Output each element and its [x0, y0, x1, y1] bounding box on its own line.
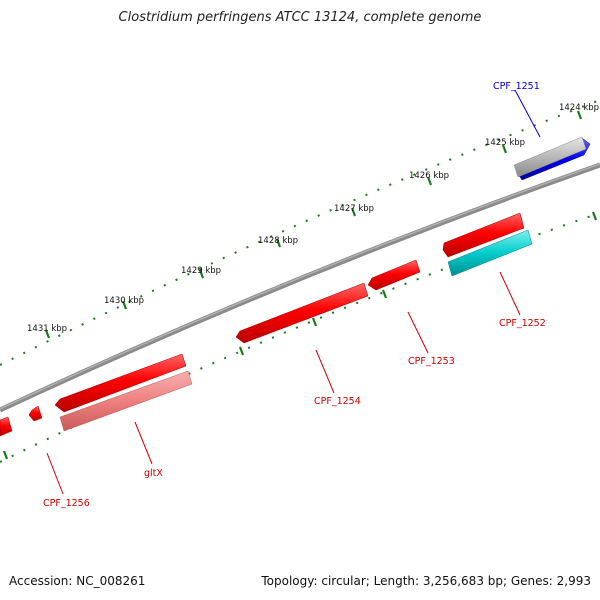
- scale-label: 1427 kbp: [334, 204, 374, 214]
- gene-cpf1253[interactable]: [367, 259, 421, 291]
- gene-cpf1252-cyan[interactable]: [447, 229, 533, 277]
- scale-label: 1426 kbp: [409, 171, 449, 181]
- gene-label-cpf1254: CPF_1254: [314, 396, 361, 407]
- gene-label-cpf1252: CPF_1252: [499, 318, 546, 329]
- genome-backbone-highlight: [0, 163, 600, 410]
- scale-label: 1424 kbp: [559, 103, 599, 113]
- gene-cpf1252-forward[interactable]: [442, 212, 525, 258]
- major-tick: [238, 346, 245, 356]
- scale-label: 1428 kbp: [258, 236, 298, 246]
- gene-gltx-pink[interactable]: [59, 370, 193, 432]
- leader-line: [46, 452, 64, 495]
- accession-text: Accession: NC_008261: [9, 574, 146, 588]
- genome-backbone: [0, 162, 600, 413]
- topology-text: Topology: circular; Length: 3,256,683 bp…: [261, 574, 591, 588]
- major-tick: [576, 110, 583, 120]
- major-tick: [501, 144, 508, 154]
- gene-label-cpf1256: CPF_1256: [43, 498, 90, 509]
- outer-major-ticks: [44, 110, 583, 339]
- major-tick: [121, 300, 128, 310]
- leader-line: [499, 271, 521, 316]
- gene-cpf1254[interactable]: [235, 282, 369, 344]
- major-tick: [275, 238, 282, 248]
- map-title: Clostridium perfringens ATCC 13124, comp…: [118, 10, 482, 25]
- scale-label: 1425 kbp: [485, 138, 525, 148]
- major-tick: [381, 289, 388, 299]
- major-tick: [44, 329, 51, 339]
- gene-cpf1251-gray[interactable]: [513, 136, 587, 178]
- scale-label: 1430 kbp: [104, 296, 144, 306]
- major-tick: [350, 207, 357, 217]
- gene-label-gltx: gltX: [144, 468, 163, 479]
- major-tick: [311, 317, 318, 327]
- gene-cpf1256-fragment[interactable]: [28, 405, 43, 422]
- major-tick: [591, 211, 598, 221]
- scale-label: 1429 kbp: [181, 266, 221, 276]
- leader-line: [134, 421, 153, 465]
- gene-label-cpf1251: CPF_1251: [493, 81, 540, 92]
- major-tick: [2, 450, 9, 460]
- major-tick: [198, 269, 205, 279]
- leader-line: [514, 89, 541, 138]
- gene-gltx-forward[interactable]: [54, 353, 187, 413]
- scale-label: 1431 kbp: [27, 324, 67, 334]
- label-leaders: [46, 89, 541, 495]
- major-tick: [426, 176, 433, 186]
- leader-line: [315, 349, 335, 394]
- leader-line: [407, 311, 429, 354]
- gene-label-cpf1253: CPF_1253: [408, 356, 455, 367]
- gene-edge-fragment[interactable]: [0, 416, 13, 437]
